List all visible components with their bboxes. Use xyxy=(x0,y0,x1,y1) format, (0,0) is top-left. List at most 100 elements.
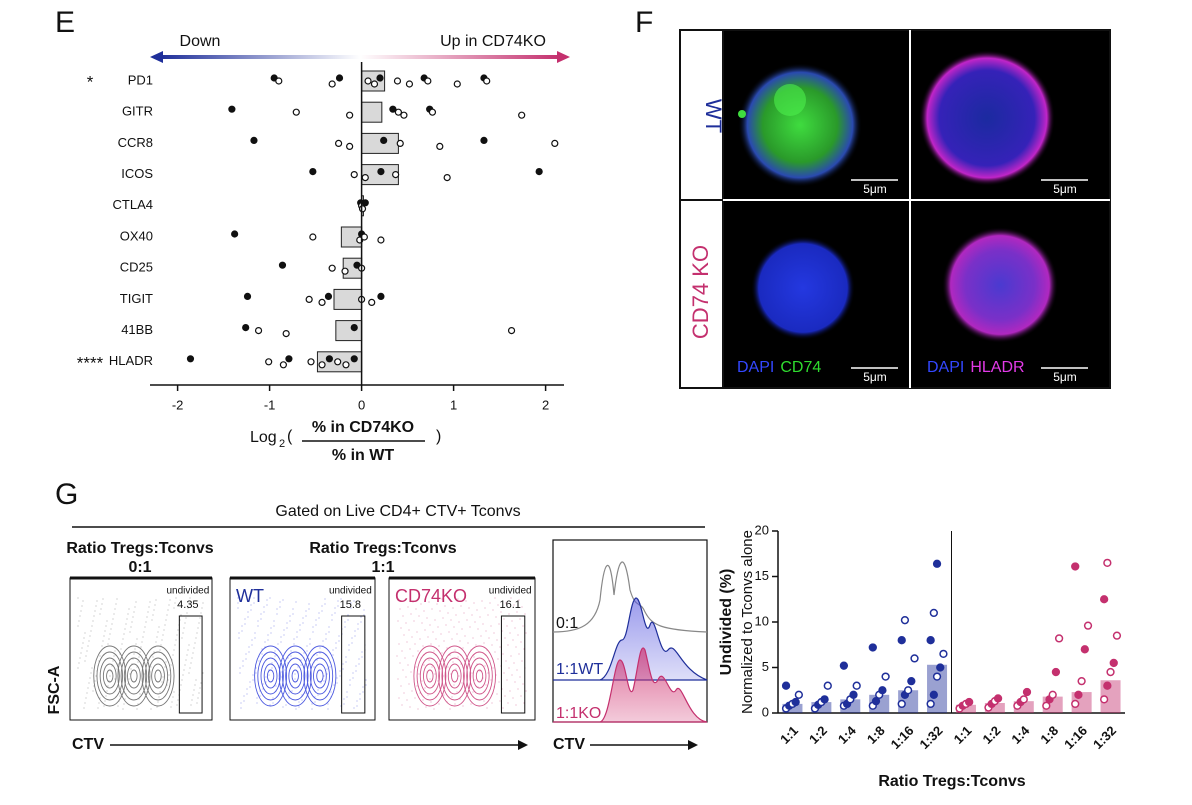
data-point xyxy=(849,690,858,699)
scatter-dot xyxy=(452,607,454,609)
scatter-dot xyxy=(150,666,152,668)
data-point xyxy=(1099,595,1109,604)
data-point xyxy=(1022,687,1032,697)
data-point xyxy=(368,298,376,306)
contour xyxy=(263,663,278,689)
scatter-dot xyxy=(436,661,438,663)
scatter-dot xyxy=(412,655,414,657)
x-tick-label: 1:32 xyxy=(1090,723,1119,752)
scatter-dot xyxy=(414,643,416,645)
data-point xyxy=(483,77,491,85)
stain-label: DAPI xyxy=(737,359,774,376)
scatter-dot xyxy=(353,600,355,602)
scatter-dot xyxy=(345,661,347,663)
scatter-dot xyxy=(241,625,243,627)
scatter-dot xyxy=(487,672,489,674)
stain-label: CD74 xyxy=(780,359,821,376)
scatter-dot xyxy=(171,701,173,703)
scatter-dot xyxy=(476,609,478,611)
scatter-dot xyxy=(301,694,303,696)
contour xyxy=(96,651,124,701)
scatter-dot xyxy=(184,664,186,666)
scale-bar-label: 5μm xyxy=(1053,182,1077,196)
stain-label: DAPI xyxy=(927,359,964,376)
data-point xyxy=(871,697,881,706)
scatter-dot xyxy=(471,672,473,674)
scatter-dot xyxy=(272,697,274,699)
group-ratio: 0:1 xyxy=(128,559,151,576)
bar xyxy=(1013,701,1034,713)
scatter-dot xyxy=(95,675,97,677)
flow-plots: undivided 4.35 undivided 15.8 WT undivided 16.… xyxy=(69,576,536,721)
scatter-dot xyxy=(434,619,436,621)
scatter-dot xyxy=(153,609,155,611)
scatter-dot xyxy=(477,628,479,630)
scatter-dot xyxy=(454,649,456,651)
data-point xyxy=(929,608,938,618)
scatter-dot xyxy=(479,670,481,672)
scatter-dot xyxy=(357,628,359,630)
scatter-dot xyxy=(157,701,159,703)
data-point xyxy=(1054,634,1064,643)
scatter-dot xyxy=(349,679,351,681)
scatter-dot xyxy=(463,612,465,614)
scatter-dot xyxy=(289,615,291,617)
scatter-dot xyxy=(260,618,262,620)
scatter-dot xyxy=(337,605,339,607)
scatter-dot xyxy=(294,678,296,680)
data-point xyxy=(823,681,832,690)
scatter-dot xyxy=(193,647,195,649)
contour xyxy=(463,645,496,707)
data-point xyxy=(346,111,354,119)
data-point xyxy=(350,355,358,363)
data-point xyxy=(186,355,195,363)
category-label: GITR xyxy=(122,104,153,119)
scatter-dot xyxy=(182,632,184,634)
scatter-dot xyxy=(298,706,300,708)
scatter-dot xyxy=(325,638,327,640)
scatter-dot xyxy=(412,601,414,603)
scatter-dot xyxy=(324,598,326,600)
data-point xyxy=(1071,699,1080,709)
scatter-dot xyxy=(427,694,429,696)
scatter-dot xyxy=(354,630,356,632)
data-point xyxy=(309,168,317,176)
scatter-dot xyxy=(521,606,523,608)
scatter-dot xyxy=(99,697,101,699)
x-tick-label: 2 xyxy=(542,397,549,412)
scatter-dot xyxy=(152,614,154,616)
scatter-dot xyxy=(348,649,350,651)
data-point xyxy=(328,264,336,272)
contour xyxy=(419,657,440,695)
scatter-dot xyxy=(408,629,410,631)
scatter-dot xyxy=(112,660,114,662)
scatter-dot xyxy=(122,638,124,640)
scatter-dot xyxy=(191,699,193,701)
scatter-dot xyxy=(248,651,250,653)
contour xyxy=(316,669,324,683)
scatter-dot xyxy=(308,608,310,610)
scatter-dot xyxy=(159,691,161,693)
scatter-dot xyxy=(449,708,451,710)
scatter-dot xyxy=(440,633,442,635)
scatter-dot xyxy=(339,675,341,677)
scatter-dot xyxy=(94,610,96,612)
data-point xyxy=(926,636,935,645)
scatter-dot xyxy=(155,641,157,643)
scatter-dot xyxy=(145,691,147,693)
scatter-dot xyxy=(428,601,430,603)
scatter-dot xyxy=(403,634,405,636)
data-point xyxy=(305,295,313,303)
contour xyxy=(303,645,337,707)
scatter-dot xyxy=(84,702,86,704)
data-point xyxy=(361,174,369,182)
scatter-dot xyxy=(92,620,94,622)
scatter-dot xyxy=(249,681,251,683)
y-axis-label: Undivided (%) xyxy=(718,569,735,676)
scatter-dot xyxy=(315,619,317,621)
scatter-dot xyxy=(137,703,139,705)
scatter-dot xyxy=(520,641,522,643)
scatter-dot xyxy=(454,703,456,705)
data-point xyxy=(932,672,942,681)
y-axis-sublabel: Normalized to Tconvs alone xyxy=(739,530,756,714)
